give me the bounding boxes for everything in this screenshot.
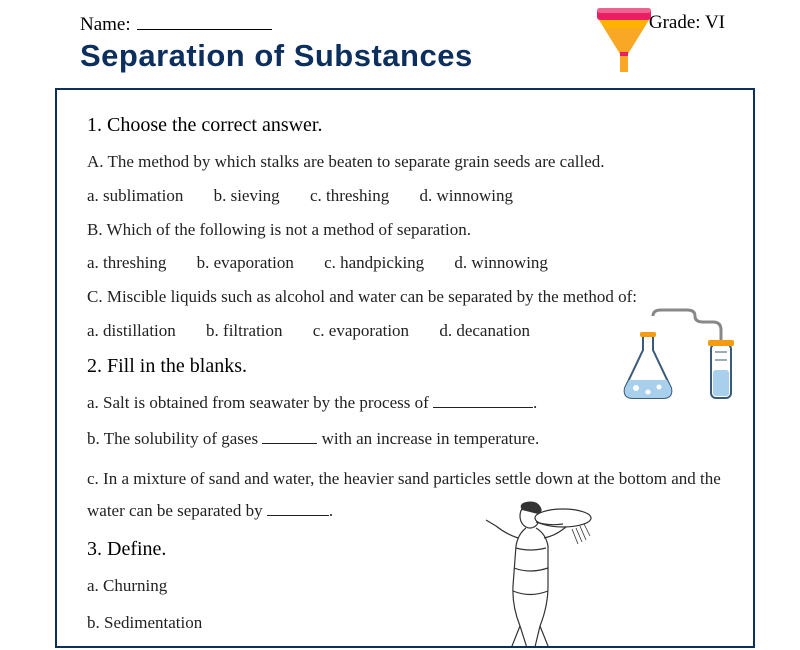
q1a-opt-a: a. sublimation — [87, 186, 183, 205]
grade-label: Grade: VI — [649, 12, 725, 34]
q1a-opt-c: c. threshing — [310, 186, 389, 205]
q2c-blank[interactable] — [267, 502, 329, 516]
q1b-opt-d: d. winnowing — [454, 253, 548, 272]
q1c-opt-b: b. filtration — [206, 321, 282, 340]
content-box: 1. Choose the correct answer. A. The met… — [55, 88, 755, 648]
funnel-icon — [593, 6, 655, 76]
title-row: Separation of Substances — [0, 36, 800, 88]
q2b: b. The solubility of gases with an incre… — [87, 426, 728, 452]
q2b-blank[interactable] — [262, 430, 317, 444]
q1a-options: a. sublimation b. sieving c. threshing d… — [87, 186, 728, 206]
q3b: b. Sedimentation — [87, 610, 728, 636]
q1a-text: A. The method by which stalks are beaten… — [87, 149, 728, 175]
q2a-blank[interactable] — [433, 394, 533, 408]
section-1-title: 1. Choose the correct answer. — [87, 114, 728, 137]
q1c-text: C. Miscible liquids such as alcohol and … — [87, 284, 728, 310]
name-label: Name: — [80, 14, 131, 36]
q2a-post: . — [533, 393, 537, 412]
section-3-title: 3. Define. — [87, 538, 728, 561]
header-row: Name: Grade: VI — [0, 0, 800, 36]
page-title: Separation of Substances — [80, 38, 473, 74]
q1c-opt-a: a. distillation — [87, 321, 176, 340]
winnowing-person-icon — [458, 496, 608, 648]
q2c: c. In a mixture of sand and water, the h… — [87, 463, 728, 528]
q2c-post: . — [329, 501, 333, 520]
q2b-pre: b. The solubility of gases — [87, 429, 262, 448]
q2c-pre: c. In a mixture of sand and water, the h… — [87, 469, 721, 520]
q2b-post: with an increase in temperature. — [317, 429, 539, 448]
q1b-opt-a: a. threshing — [87, 253, 166, 272]
distillation-apparatus-icon — [615, 308, 735, 408]
name-field: Name: — [80, 12, 272, 36]
q1b-opt-b: b. evaporation — [197, 253, 294, 272]
q1b-opt-c: c. handpicking — [324, 253, 424, 272]
q1c-opt-c: c. evaporation — [313, 321, 409, 340]
q1b-text: B. Which of the following is not a metho… — [87, 217, 728, 243]
name-blank-line[interactable] — [137, 12, 272, 30]
q1a-opt-b: b. sieving — [214, 186, 280, 205]
q1b-options: a. threshing b. evaporation c. handpicki… — [87, 253, 728, 273]
q1c-opt-d: d. decanation — [439, 321, 530, 340]
q2a-pre: a. Salt is obtained from seawater by the… — [87, 393, 433, 412]
q3a: a. Churning — [87, 573, 728, 599]
q1a-opt-d: d. winnowing — [420, 186, 514, 205]
